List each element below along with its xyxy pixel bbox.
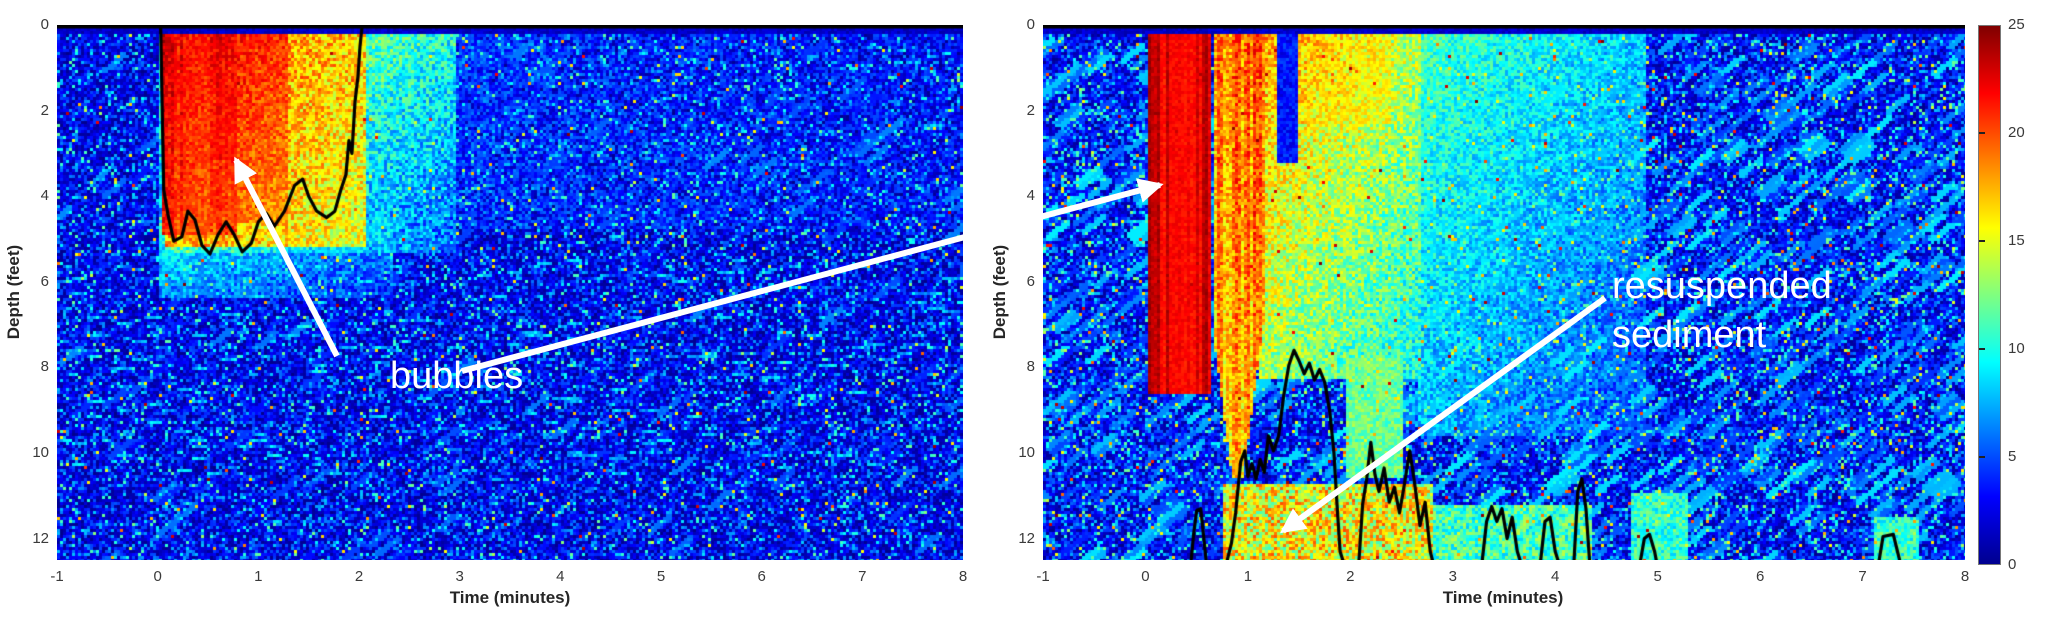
y-tick-label: 4 bbox=[40, 187, 49, 205]
x-tick-label: 8 bbox=[958, 568, 968, 585]
y-tick-label: 10 bbox=[32, 444, 49, 461]
y-tick-label: 6 bbox=[40, 272, 49, 290]
y-tick-label: 8 bbox=[1026, 358, 1035, 376]
left-echogram-plot bbox=[57, 25, 963, 560]
x-tick-label: -1 bbox=[50, 568, 64, 585]
y-tick-label: 2 bbox=[40, 101, 49, 119]
y-tick-label: 0 bbox=[1026, 16, 1035, 33]
x-tick-label: 1 bbox=[254, 568, 263, 585]
colorbar-tick-label: 25 bbox=[2008, 16, 2025, 33]
x-tick-label: -1 bbox=[1036, 568, 1050, 585]
colorbar-tick-mark bbox=[1979, 456, 1985, 458]
x-tick-label: 2 bbox=[1346, 568, 1355, 585]
y-tick-label: 6 bbox=[1026, 272, 1035, 290]
resuspended-annotation-line2: sediment bbox=[1612, 314, 1767, 356]
y-tick-label: 4 bbox=[1026, 187, 1035, 205]
x-tick-label: 2 bbox=[354, 568, 364, 585]
colorbar-tick-mark bbox=[1979, 348, 1985, 350]
y-tick-label: 2 bbox=[1026, 101, 1035, 119]
x-tick-label: 4 bbox=[1551, 568, 1560, 585]
y-tick-label: 8 bbox=[40, 358, 49, 376]
x-tick-label: 4 bbox=[556, 568, 565, 585]
colorbar-tick-label: 10 bbox=[2008, 340, 2025, 357]
colorbar-tick-label: 0 bbox=[2008, 556, 2017, 573]
colorbar-tick-mark bbox=[1979, 132, 1985, 134]
x-tick-label: 3 bbox=[455, 568, 464, 585]
bubbles-annotation: bubbles bbox=[390, 355, 524, 397]
colorbar-tick-mark bbox=[1979, 240, 1985, 242]
x-tick-label: 6 bbox=[1755, 568, 1765, 585]
colorbar-tick-label: 15 bbox=[2008, 232, 2025, 249]
left-x-axis-label: Time (minutes) bbox=[449, 588, 571, 607]
x-tick-label: 7 bbox=[1858, 568, 1867, 585]
left-echogram-canvas bbox=[57, 25, 963, 560]
right-x-axis-label: Time (minutes) bbox=[1442, 588, 1564, 607]
x-tick-label: 1 bbox=[1243, 568, 1253, 585]
y-tick-label: 12 bbox=[1018, 529, 1035, 547]
resuspended-sediment-annotation: resuspended sediment bbox=[1612, 262, 1832, 360]
x-tick-label: 0 bbox=[1141, 568, 1150, 585]
x-tick-label: 3 bbox=[1448, 568, 1457, 585]
left-y-axis-label: Depth (feet) bbox=[4, 244, 23, 340]
x-tick-label: 7 bbox=[858, 568, 867, 585]
x-tick-label: 5 bbox=[656, 568, 666, 585]
y-tick-label: 12 bbox=[32, 529, 49, 547]
y-tick-label: 0 bbox=[40, 16, 49, 33]
resuspended-annotation-line1: resuspended bbox=[1612, 265, 1832, 307]
colorbar-tick-label: 20 bbox=[2008, 124, 2025, 141]
right-y-axis-label: Depth (feet) bbox=[990, 244, 1009, 340]
x-tick-label: 6 bbox=[757, 568, 766, 585]
x-tick-label: 5 bbox=[1653, 568, 1662, 585]
colorbar bbox=[1978, 25, 2001, 565]
colorbar-tick-label: 5 bbox=[2008, 448, 2017, 465]
x-tick-label: 8 bbox=[1960, 568, 1970, 585]
x-tick-label: 0 bbox=[153, 568, 162, 585]
y-tick-label: 10 bbox=[1018, 444, 1035, 461]
